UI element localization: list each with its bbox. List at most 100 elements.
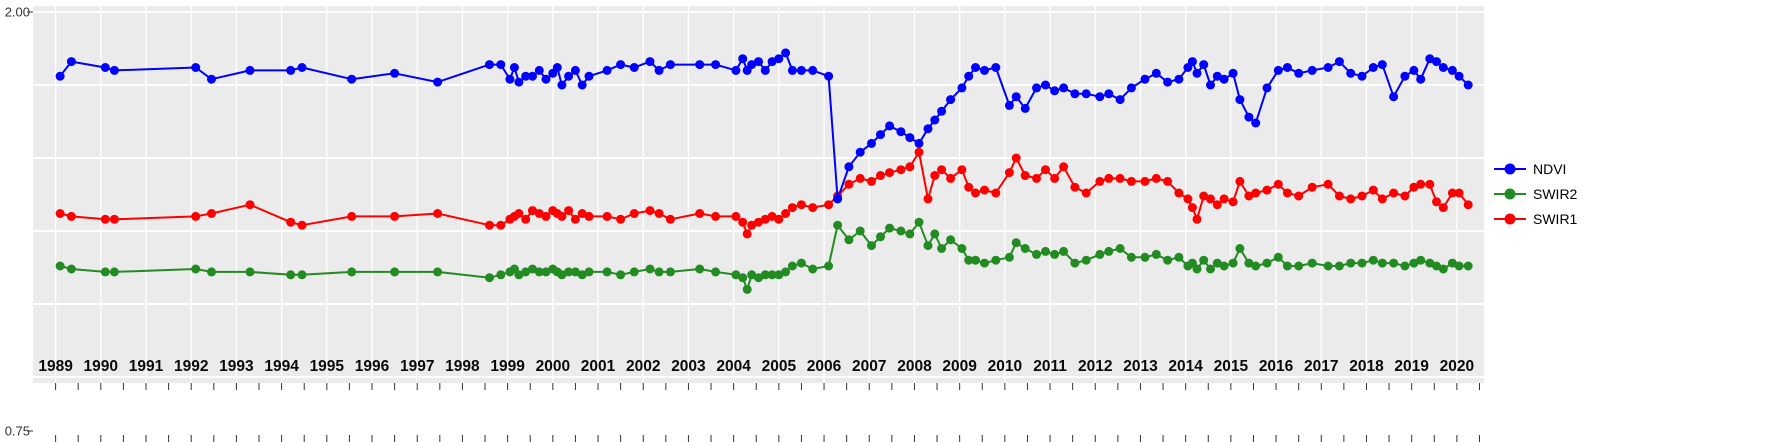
data-point-swir1 bbox=[1368, 185, 1378, 195]
data-point-ndvi bbox=[1041, 80, 1050, 90]
x-tick-label: 2007 bbox=[852, 358, 886, 375]
data-point-swir1 bbox=[1416, 179, 1426, 189]
data-point-swir1 bbox=[1219, 194, 1229, 204]
data-point-swir2 bbox=[584, 267, 594, 277]
data-point-swir2 bbox=[971, 255, 980, 265]
data-point-swir2 bbox=[245, 267, 255, 277]
data-point-ndvi bbox=[787, 65, 797, 75]
data-point-swir1 bbox=[66, 211, 76, 221]
data-point-swir2 bbox=[1041, 246, 1050, 256]
data-point-swir2 bbox=[980, 258, 989, 268]
data-point-swir1 bbox=[980, 185, 989, 195]
data-point-ndvi bbox=[946, 95, 956, 105]
data-point-ndvi bbox=[937, 106, 947, 116]
data-point-swir1 bbox=[1273, 179, 1283, 189]
data-point-swir1 bbox=[1104, 173, 1114, 183]
data-point-swir1 bbox=[1050, 173, 1060, 183]
data-point-swir1 bbox=[1115, 173, 1125, 183]
data-point-swir2 bbox=[991, 255, 1001, 265]
data-point-swir2 bbox=[1454, 261, 1464, 271]
data-point-swir2 bbox=[930, 229, 940, 239]
legend-key-swir2-icon bbox=[1494, 186, 1526, 201]
x-tick-label: 2012 bbox=[1078, 358, 1112, 375]
data-point-swir1 bbox=[1228, 197, 1238, 207]
x-tick-label: 1996 bbox=[355, 358, 390, 375]
data-point-ndvi bbox=[796, 65, 806, 75]
data-point-ndvi bbox=[521, 71, 531, 81]
data-point-swir2 bbox=[824, 261, 834, 271]
x-tick-label: 2002 bbox=[626, 358, 660, 375]
x-tick-label: 1989 bbox=[38, 358, 73, 375]
data-point-ndvi bbox=[1032, 83, 1041, 93]
data-point-ndvi bbox=[433, 77, 443, 87]
x-tick-label: 2008 bbox=[897, 358, 932, 375]
data-point-swir1 bbox=[905, 162, 915, 172]
data-point-swir1 bbox=[245, 200, 255, 210]
data-point-swir2 bbox=[1334, 261, 1344, 271]
data-point-swir2 bbox=[541, 267, 551, 277]
data-point-swir2 bbox=[1438, 264, 1448, 274]
data-point-swir1 bbox=[923, 194, 933, 204]
data-point-swir2 bbox=[1432, 261, 1441, 271]
data-point-ndvi bbox=[747, 60, 757, 70]
data-point-swir1 bbox=[1212, 200, 1222, 210]
data-point-ndvi bbox=[876, 130, 885, 140]
data-point-ndvi bbox=[1212, 71, 1222, 81]
data-point-swir1 bbox=[1183, 194, 1193, 204]
data-point-swir2 bbox=[577, 270, 587, 280]
data-point-swir1 bbox=[971, 188, 980, 198]
data-point-ndvi bbox=[1151, 68, 1161, 78]
data-point-ndvi bbox=[1282, 63, 1292, 72]
data-point-ndvi bbox=[844, 162, 854, 172]
x-tick-label: 1994 bbox=[264, 358, 299, 375]
x-tick-label: 2017 bbox=[1304, 358, 1338, 375]
data-point-ndvi bbox=[1416, 74, 1426, 84]
data-point-ndvi bbox=[1244, 112, 1254, 122]
data-point-swir2 bbox=[833, 220, 843, 230]
data-point-swir1 bbox=[695, 209, 705, 218]
data-point-swir2 bbox=[55, 261, 65, 271]
data-point-swir2 bbox=[66, 264, 76, 274]
data-point-swir1 bbox=[665, 214, 675, 224]
data-point-swir1 bbox=[629, 209, 639, 218]
data-point-ndvi bbox=[964, 71, 974, 81]
data-point-ndvi bbox=[695, 60, 705, 70]
data-point-swir1 bbox=[521, 214, 531, 224]
data-point-swir2 bbox=[1192, 264, 1202, 274]
data-point-swir1 bbox=[1377, 194, 1387, 204]
data-point-ndvi bbox=[390, 68, 400, 78]
data-point-swir1 bbox=[1438, 203, 1448, 213]
x-tick-label: 2009 bbox=[942, 358, 977, 375]
data-point-ndvi bbox=[980, 65, 989, 75]
data-point-swir2 bbox=[1377, 258, 1387, 268]
data-point-swir1 bbox=[390, 211, 400, 221]
data-point-ndvi bbox=[824, 71, 834, 81]
data-point-swir1 bbox=[760, 214, 770, 224]
data-point-ndvi bbox=[1011, 92, 1021, 102]
data-point-swir1 bbox=[855, 173, 865, 183]
data-point-ndvi bbox=[1020, 103, 1030, 113]
data-point-ndvi bbox=[1438, 63, 1448, 72]
data-point-swir2 bbox=[1400, 261, 1410, 271]
data-point-ndvi bbox=[833, 194, 843, 204]
data-point-ndvi bbox=[1377, 60, 1387, 70]
data-point-swir1 bbox=[1032, 173, 1041, 183]
data-point-ndvi bbox=[564, 71, 574, 81]
data-point-ndvi bbox=[570, 65, 580, 75]
data-point-ndvi bbox=[109, 65, 119, 75]
data-point-swir2 bbox=[1389, 258, 1399, 268]
data-point-swir1 bbox=[496, 220, 506, 230]
legend-item-swir1: SWIR1 bbox=[1494, 209, 1577, 228]
data-point-swir1 bbox=[1244, 191, 1254, 201]
x-tick-label: 2005 bbox=[762, 358, 797, 375]
data-point-ndvi bbox=[1163, 77, 1173, 87]
data-point-swir2 bbox=[1151, 249, 1161, 259]
data-point-ndvi bbox=[1140, 74, 1150, 84]
data-point-ndvi bbox=[66, 57, 76, 67]
data-point-ndvi bbox=[1432, 57, 1441, 67]
data-point-swir1 bbox=[485, 220, 494, 230]
data-point-swir2 bbox=[514, 270, 524, 280]
x-tick-label: 2019 bbox=[1394, 358, 1429, 375]
data-point-ndvi bbox=[528, 71, 537, 81]
data-point-swir1 bbox=[1140, 176, 1150, 186]
